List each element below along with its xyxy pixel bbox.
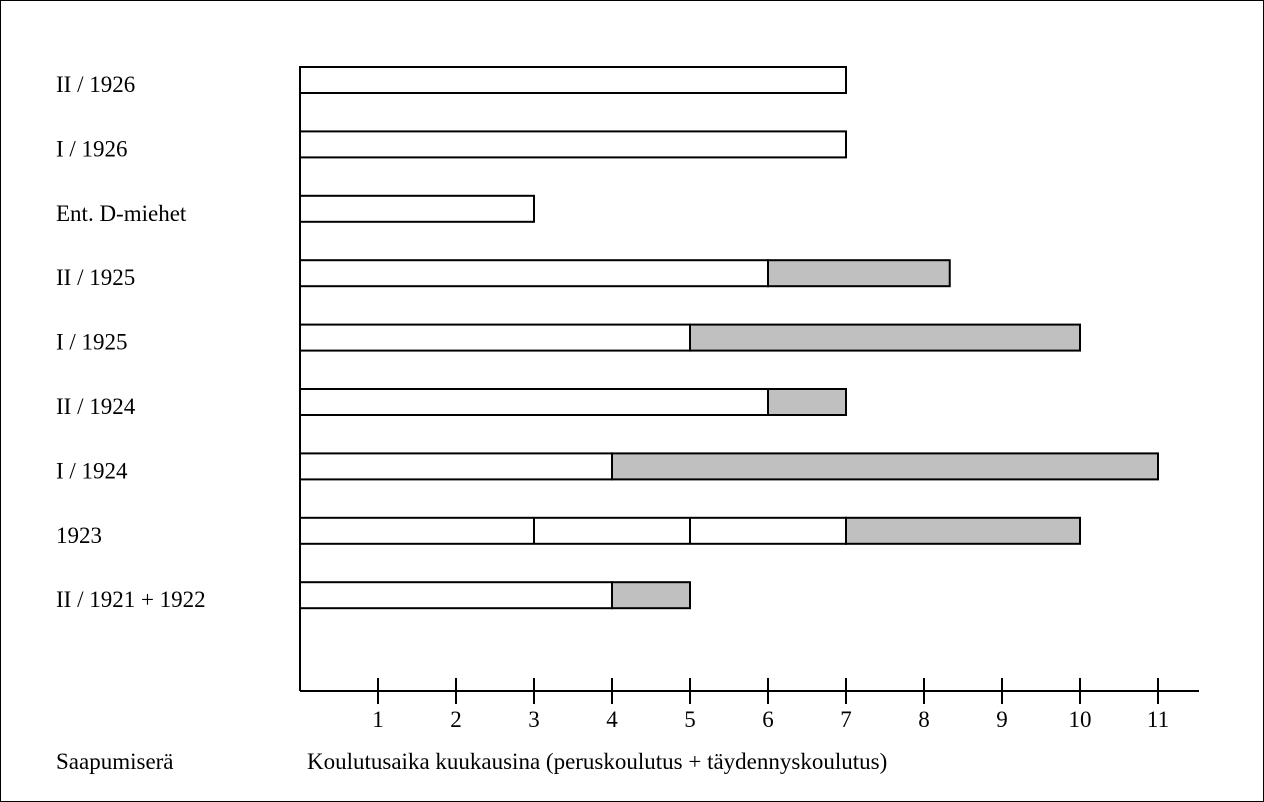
x-tick-label: 8: [918, 707, 930, 732]
x-tick-label: 11: [1147, 707, 1169, 732]
category-label: I / 1925: [56, 330, 128, 355]
bar-segment-1: [299, 581, 613, 610]
axes-layer: [299, 67, 1199, 692]
bar-segment-1: [299, 452, 613, 481]
bar-segment-1: [299, 130, 847, 159]
x-axis-title: Koulutusaika kuukausina (peruskoulutus +…: [307, 749, 887, 774]
ticks-layer: 1 2 3 4 5 6 7 8 9 10 11: [372, 678, 1169, 732]
bar-segment-1: [299, 388, 769, 416]
bar-segment-1: [299, 194, 535, 223]
category-label: I / 1924: [56, 458, 128, 483]
x-tick-label: 1: [372, 707, 384, 732]
bar-segment-2: [845, 516, 1081, 545]
x-tick-label: 2: [450, 707, 462, 732]
x-tick-label: 9: [996, 707, 1008, 732]
bar-segment-1: [299, 66, 847, 94]
x-tick-label: 6: [762, 707, 774, 732]
x-tick-label: 10: [1069, 707, 1092, 732]
x-tick-label: 7: [840, 707, 852, 732]
bar-segment-2: [767, 259, 951, 288]
bar-segment-1: [299, 516, 847, 545]
bar-segment-1: [299, 323, 691, 352]
x-tick-label: 5: [684, 707, 696, 732]
bar-segment-1: [299, 259, 769, 288]
category-label: II / 1925: [56, 265, 135, 290]
bar-segment-2: [689, 323, 1081, 352]
bar-segment-2: [767, 388, 847, 416]
bars-layer: [299, 66, 1159, 610]
category-label: II / 1926: [56, 72, 135, 97]
category-label: II / 1921 + 1922: [56, 587, 206, 612]
category-label: II / 1924: [56, 394, 136, 419]
category-label: I / 1926: [56, 136, 128, 161]
category-label: 1923: [56, 523, 102, 548]
y-axis-title: Saapumiserä: [56, 749, 174, 774]
x-tick-label: 4: [606, 707, 618, 732]
bar-segment-2: [611, 581, 691, 610]
x-tick-label: 3: [528, 707, 540, 732]
category-label: Ent. D-miehet: [56, 201, 187, 226]
category-labels: II / 1926 I / 1926 Ent. D-miehet II / 1925 I…: [56, 72, 206, 612]
bar-segment-2: [611, 452, 1159, 481]
